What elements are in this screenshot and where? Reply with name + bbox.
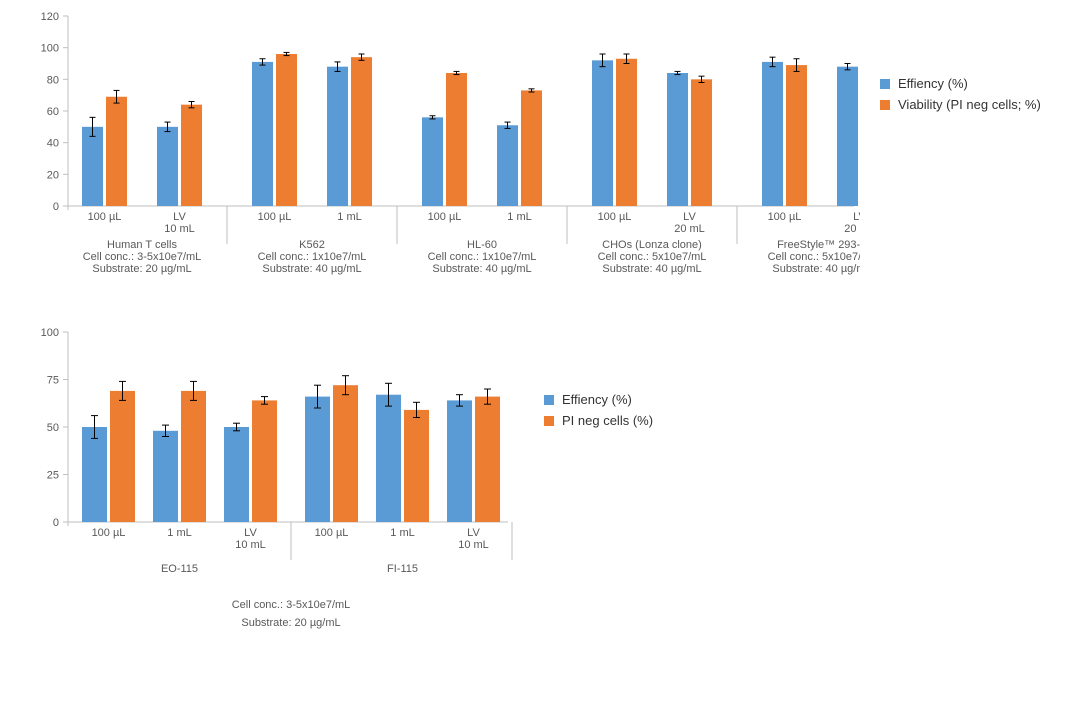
legend-swatch-icon [544, 416, 554, 426]
legend-item-efficiency: Effiency (%) [544, 392, 653, 407]
svg-text:1 mL: 1 mL [337, 211, 361, 223]
svg-text:Substrate: 40 µg/mL: Substrate: 40 µg/mL [602, 263, 701, 275]
legend-item-pineg: PI neg cells (%) [544, 413, 653, 428]
svg-text:Cell conc.: 1x10e7/mL: Cell conc.: 1x10e7/mL [428, 251, 537, 263]
legend-swatch-icon [880, 100, 890, 110]
svg-text:Cell conc.: 5x10e7/mL: Cell conc.: 5x10e7/mL [768, 251, 860, 263]
svg-text:Cell conc.: 1x10e7/mL: Cell conc.: 1x10e7/mL [258, 251, 367, 263]
svg-text:LV: LV [173, 211, 186, 223]
svg-text:LV: LV [244, 527, 257, 539]
bottom-bar-chart: 0255075100100 µL1 mLLV10 mL100 µL1 mLLV1… [24, 322, 524, 662]
svg-text:Cell conc.: 3-5x10e7/mL: Cell conc.: 3-5x10e7/mL [232, 599, 351, 611]
bottom-chart-row: 0255075100100 µL1 mLLV10 mL100 µL1 mLLV1… [24, 322, 653, 662]
svg-text:Substrate: 20 µg/mL: Substrate: 20 µg/mL [241, 617, 340, 629]
svg-text:FreeStyle™ 293-F: FreeStyle™ 293-F [777, 239, 860, 251]
svg-text:K562: K562 [299, 239, 325, 251]
svg-text:LV: LV [467, 527, 480, 539]
svg-text:CHOs (Lonza clone): CHOs (Lonza clone) [602, 239, 702, 251]
svg-text:75: 75 [47, 375, 59, 387]
svg-text:10 mL: 10 mL [458, 539, 489, 551]
svg-text:100 µL: 100 µL [88, 211, 122, 223]
svg-text:1 mL: 1 mL [390, 527, 414, 539]
svg-text:Human T cells: Human T cells [107, 239, 177, 251]
svg-text:100: 100 [41, 43, 59, 55]
legend-swatch-icon [544, 395, 554, 405]
legend-label: PI neg cells (%) [562, 413, 653, 428]
svg-text:50: 50 [47, 422, 59, 434]
svg-text:20: 20 [47, 169, 59, 181]
legend-item-efficiency: Effiency (%) [880, 76, 1041, 91]
legend-label: Viability (PI neg cells; %) [898, 97, 1041, 112]
svg-text:80: 80 [47, 74, 59, 86]
svg-text:100 µL: 100 µL [258, 211, 292, 223]
svg-text:20 mL: 20 mL [674, 223, 705, 235]
svg-text:Cell conc.: 3-5x10e7/mL: Cell conc.: 3-5x10e7/mL [83, 251, 202, 263]
svg-text:Substrate: 40 µg/mL: Substrate: 40 µg/mL [262, 263, 361, 275]
svg-text:0: 0 [53, 201, 59, 213]
svg-text:Cell conc.: 5x10e7/mL: Cell conc.: 5x10e7/mL [598, 251, 707, 263]
legend-item-viability: Viability (PI neg cells; %) [880, 97, 1041, 112]
svg-text:100 µL: 100 µL [598, 211, 632, 223]
top-chart-row: 020406080100120100 µLLV10 mL100 µL1 mL10… [24, 6, 1041, 296]
svg-text:60: 60 [47, 106, 59, 118]
svg-text:10 mL: 10 mL [235, 539, 266, 551]
svg-text:10 mL: 10 mL [164, 223, 195, 235]
svg-text:1 mL: 1 mL [167, 527, 191, 539]
svg-text:LV: LV [683, 211, 696, 223]
bottom-legend: Effiency (%) PI neg cells (%) [544, 392, 653, 434]
svg-text:HL-60: HL-60 [467, 239, 497, 251]
svg-text:100 µL: 100 µL [315, 527, 349, 539]
svg-text:FI-115: FI-115 [387, 563, 418, 575]
svg-text:Substrate: 20 µg/mL: Substrate: 20 µg/mL [92, 263, 191, 275]
legend-label: Effiency (%) [562, 392, 632, 407]
svg-text:Substrate: 40 µg/mL: Substrate: 40 µg/mL [772, 263, 860, 275]
svg-text:LV: LV [853, 211, 860, 223]
top-legend: Effiency (%) Viability (PI neg cells; %) [880, 76, 1041, 118]
svg-text:Substrate: 40 µg/mL: Substrate: 40 µg/mL [432, 263, 531, 275]
svg-text:100 µL: 100 µL [428, 211, 462, 223]
svg-text:25: 25 [47, 470, 59, 482]
top-bar-chart: 020406080100120100 µLLV10 mL100 µL1 mL10… [24, 6, 860, 296]
svg-text:100: 100 [41, 327, 59, 339]
svg-text:100 µL: 100 µL [768, 211, 802, 223]
legend-swatch-icon [880, 79, 890, 89]
svg-text:100 µL: 100 µL [92, 527, 126, 539]
svg-text:20 mL: 20 mL [844, 223, 860, 235]
legend-label: Effiency (%) [898, 76, 968, 91]
svg-text:0: 0 [53, 517, 59, 529]
svg-text:40: 40 [47, 138, 59, 150]
svg-text:EO-115: EO-115 [161, 563, 198, 575]
svg-text:1 mL: 1 mL [507, 211, 531, 223]
svg-text:120: 120 [41, 11, 59, 23]
